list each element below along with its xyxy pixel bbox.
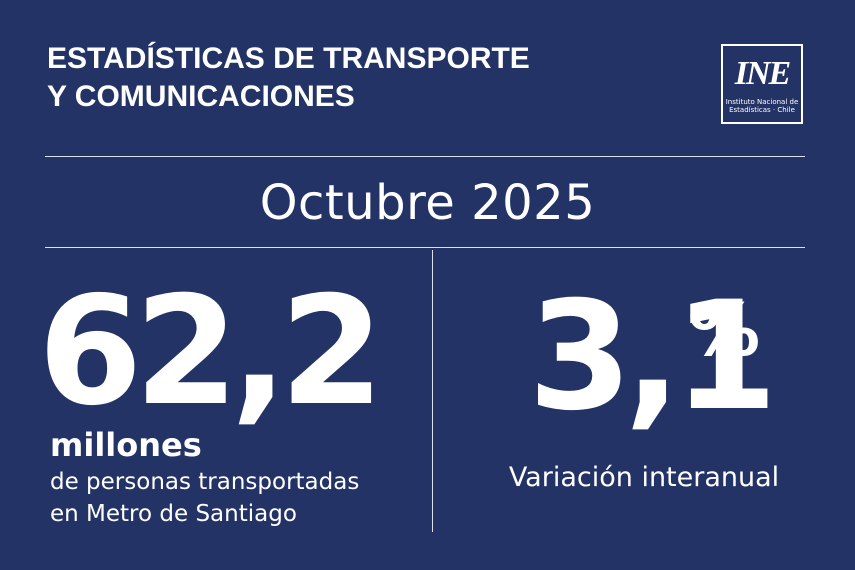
logo-subtitle-line-1: Instituto Nacional de [725, 98, 799, 106]
description-line-1: de personas transportadas [50, 469, 360, 495]
percent-symbol: % [688, 288, 761, 372]
passengers-description: de personas transportadas en Metro de Sa… [50, 466, 359, 530]
passengers-value: 62,2 [38, 265, 384, 439]
logo-subtitle-line-2: Estadísticas · Chile [729, 106, 795, 114]
top-divider [45, 156, 805, 157]
vertical-divider [432, 250, 433, 532]
ine-logo: INE Instituto Nacional de Estadísticas ·… [721, 44, 803, 124]
period-label: Octubre 2025 [259, 175, 596, 231]
page-title: ESTADÍSTICAS DE TRANSPORTE Y COMUNICACIO… [47, 40, 530, 116]
logo-mark: INE [734, 55, 791, 92]
title-line-2: Y COMUNICACIONES [47, 80, 355, 113]
variation-value: 3,1 [528, 270, 778, 444]
title-line-1: ESTADÍSTICAS DE TRANSPORTE [47, 42, 530, 75]
description-line-2: en Metro de Santiago [50, 501, 297, 527]
passengers-unit: millones [50, 426, 202, 464]
bottom-divider [45, 247, 805, 248]
variation-label: Variación interanual [508, 462, 780, 493]
logo-subtitle: Instituto Nacional de Estadísticas · Chi… [723, 98, 801, 114]
